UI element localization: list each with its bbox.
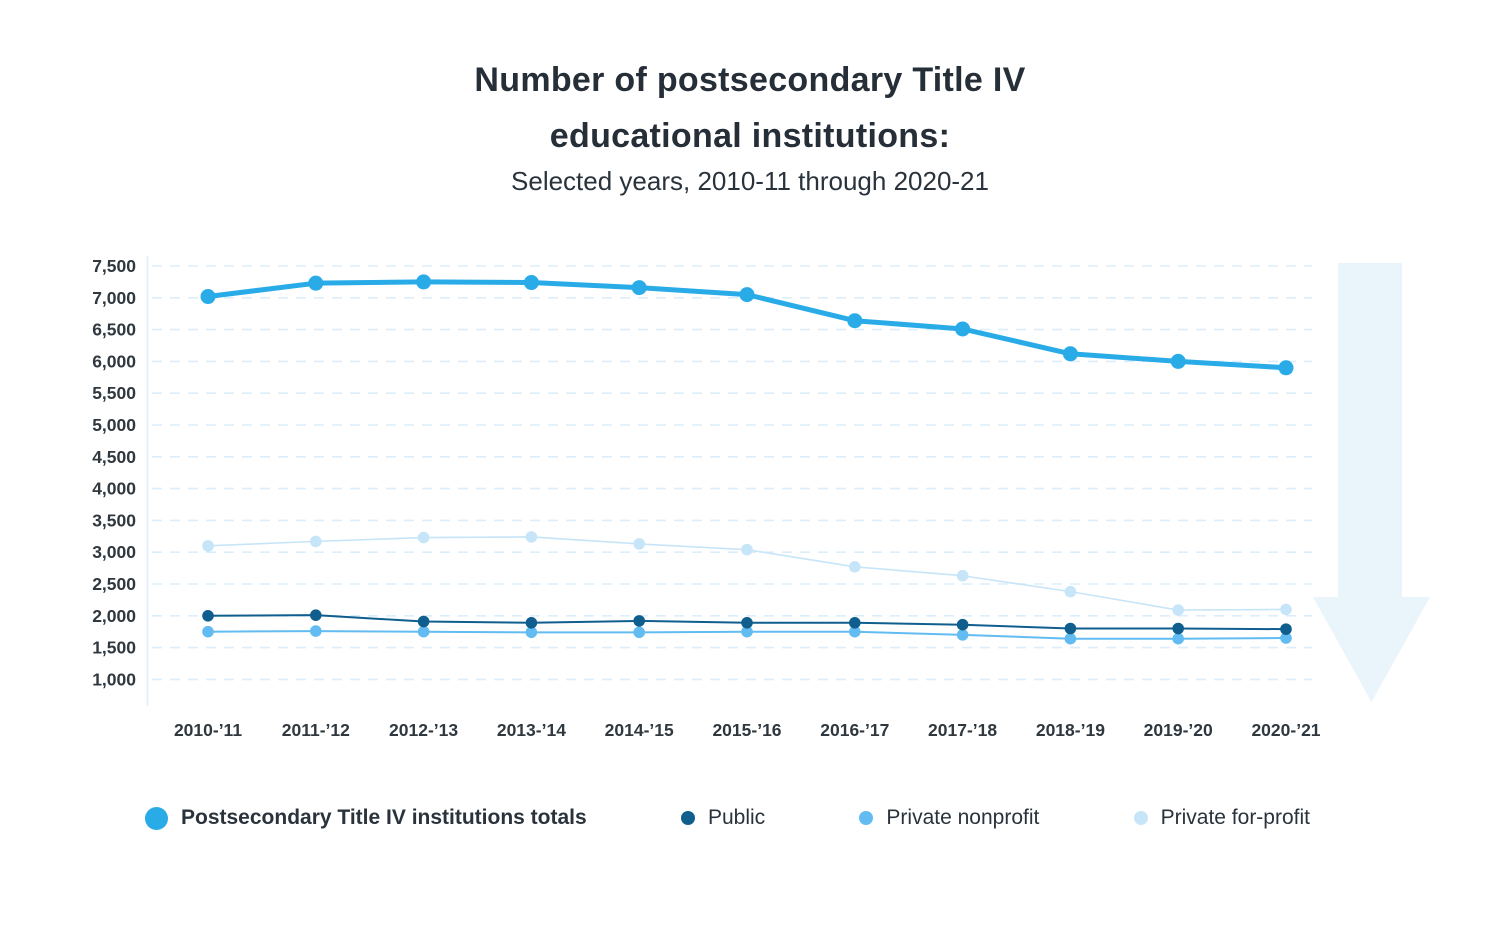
y-tick-label: 1,000 <box>92 669 136 689</box>
data-point-private-nonprofit-2019-20 <box>1172 632 1184 645</box>
x-tick-label: 2011-’12 <box>282 720 350 740</box>
data-point-public-2018-19 <box>1064 622 1077 635</box>
data-point-public-2020-21 <box>1280 623 1292 635</box>
data-point-private-nonprofit-2016-17 <box>849 625 861 638</box>
legend-dot-icon-postsecondary-title-iv-institutions-totals <box>145 806 168 830</box>
data-point-public-2012-13 <box>417 615 430 628</box>
legend-label-private-nonprofit: Private nonprofit <box>886 806 1040 829</box>
data-point-private-for-profit-2010-11 <box>202 540 214 552</box>
legend-dot-icon-public <box>680 811 695 825</box>
chart-title-line1: Number of postsecondary Title IV <box>474 61 1026 99</box>
data-point-postsecondary-title-iv-institutions-totals-2017-18 <box>955 321 971 337</box>
chart-subtitle: Selected years, 2010-11 through 2020-21 <box>511 166 989 196</box>
data-point-private-for-profit-2012-13 <box>417 531 430 544</box>
x-tick-label: 2017-’18 <box>928 720 997 740</box>
data-point-postsecondary-title-iv-institutions-totals-2014-15 <box>631 280 647 296</box>
data-point-private-nonprofit-2014-15 <box>633 626 645 639</box>
data-point-public-2010-11 <box>202 610 214 622</box>
data-point-postsecondary-title-iv-institutions-totals-2011-12 <box>308 275 324 291</box>
data-point-public-2015-16 <box>741 616 753 629</box>
x-tick-label: 2012-’13 <box>389 720 458 740</box>
y-tick-label: 7,500 <box>92 256 136 276</box>
y-tick-label: 3,000 <box>92 542 136 562</box>
data-point-postsecondary-title-iv-institutions-totals-2016-17 <box>847 313 863 329</box>
y-tick-label: 4,500 <box>92 447 136 467</box>
data-point-public-2017-18 <box>956 618 969 631</box>
data-point-public-2013-14 <box>525 616 538 629</box>
legend-label-public: Public <box>707 806 766 829</box>
data-point-postsecondary-title-iv-institutions-totals-2013-14 <box>523 275 539 291</box>
data-point-postsecondary-title-iv-institutions-totals-2018-19 <box>1062 346 1078 362</box>
data-point-private-nonprofit-2010-11 <box>202 625 214 638</box>
y-tick-label: 6,000 <box>92 351 136 371</box>
data-point-private-nonprofit-2020-21 <box>1280 632 1292 644</box>
data-point-postsecondary-title-iv-institutions-totals-2015-16 <box>739 287 755 303</box>
y-tick-label: 7,000 <box>92 288 136 308</box>
chart-title-line2: educational institutions: <box>549 117 951 155</box>
y-tick-label: 1,500 <box>92 638 136 658</box>
y-tick-label: 5,000 <box>92 415 136 435</box>
x-tick-label: 2010-’11 <box>174 720 242 740</box>
data-point-public-2016-17 <box>849 616 861 629</box>
data-point-private-for-profit-2018-19 <box>1064 585 1077 598</box>
legend-item-postsecondary-title-iv-institutions-totals: Postsecondary Title IV institutions tota… <box>145 806 587 830</box>
chart-title: Number of postsecondary Title IV educati… <box>0 52 1500 164</box>
data-point-private-for-profit-2017-18 <box>956 569 969 582</box>
y-tick-label: 2,000 <box>92 606 136 626</box>
data-point-private-nonprofit-2017-18 <box>956 629 969 641</box>
data-point-public-2019-20 <box>1172 622 1184 635</box>
data-point-postsecondary-title-iv-institutions-totals-2012-13 <box>416 274 432 290</box>
data-point-postsecondary-title-iv-institutions-totals-2020-21 <box>1278 360 1294 376</box>
legend-dot-icon-private-for-profit <box>1133 811 1148 825</box>
y-tick-label: 3,500 <box>92 510 136 530</box>
data-point-private-nonprofit-2015-16 <box>741 625 753 638</box>
data-point-private-nonprofit-2012-13 <box>417 625 430 638</box>
y-tick-label: 4,000 <box>92 479 136 499</box>
x-tick-label: 2018-’19 <box>1036 720 1105 740</box>
y-tick-label: 2,500 <box>92 574 136 594</box>
legend-item-private-for-profit: Private for-profit <box>1133 806 1310 830</box>
y-tick-label: 6,500 <box>92 320 136 340</box>
data-point-private-for-profit-2013-14 <box>525 531 538 543</box>
data-point-private-for-profit-2015-16 <box>741 543 753 556</box>
data-point-private-nonprofit-2013-14 <box>525 626 538 639</box>
data-point-private-for-profit-2016-17 <box>849 561 861 573</box>
x-tick-label: 2019-’20 <box>1144 720 1213 740</box>
down-arrow-icon <box>1313 263 1430 702</box>
legend-item-public: Public <box>680 806 766 830</box>
legend-dot-icon-private-nonprofit <box>859 811 874 825</box>
x-tick-label: 2015-’16 <box>712 720 781 740</box>
legend-label-postsecondary-title-iv-institutions-totals: Postsecondary Title IV institutions tota… <box>181 806 587 829</box>
legend-item-private-nonprofit: Private nonprofit <box>859 806 1039 830</box>
data-point-private-for-profit-2014-15 <box>633 538 645 550</box>
data-point-private-nonprofit-2011-12 <box>310 625 322 637</box>
x-tick-label: 2013-’14 <box>497 720 566 740</box>
data-point-private-nonprofit-2018-19 <box>1064 632 1077 645</box>
legend-label-private-for-profit: Private for-profit <box>1160 806 1310 829</box>
x-tick-label: 2020-’21 <box>1251 720 1320 740</box>
data-point-private-for-profit-2019-20 <box>1172 604 1184 616</box>
data-point-public-2014-15 <box>633 615 645 627</box>
data-point-private-for-profit-2011-12 <box>310 535 322 548</box>
data-point-public-2011-12 <box>310 609 322 621</box>
data-point-postsecondary-title-iv-institutions-totals-2010-11 <box>200 289 216 305</box>
data-point-private-for-profit-2020-21 <box>1280 603 1292 616</box>
chart-legend: Postsecondary Title IV institutions tota… <box>145 799 1310 837</box>
y-tick-label: 5,500 <box>92 383 136 403</box>
data-point-postsecondary-title-iv-institutions-totals-2019-20 <box>1170 353 1186 369</box>
x-tick-label: 2014-’15 <box>605 720 674 740</box>
x-tick-label: 2016-’17 <box>820 720 889 740</box>
